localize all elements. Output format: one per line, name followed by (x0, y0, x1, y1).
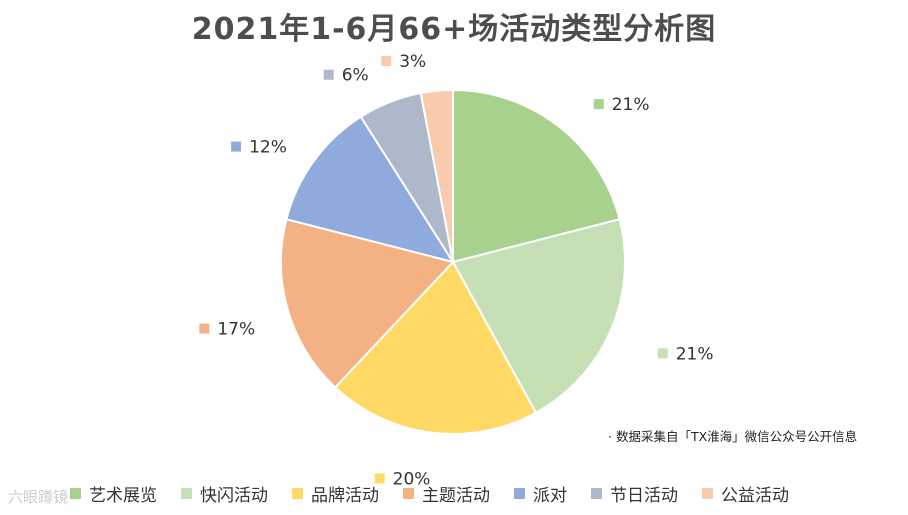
pie-slice-5 (285, 115, 456, 264)
slice-label-swatch (374, 473, 385, 484)
slice-label-swatch (199, 323, 210, 334)
slice-label-swatch (381, 55, 392, 66)
legend-swatch (181, 487, 192, 499)
legend-swatch (292, 487, 303, 499)
slice-label-5: 12% (231, 138, 287, 158)
pie-slice-3 (333, 260, 538, 435)
pie-slices (280, 88, 626, 435)
legend-item: 品牌活动 (292, 481, 379, 506)
legend-label: 派对 (533, 485, 567, 506)
slice-label-text: 20% (393, 469, 431, 489)
legend-swatch (702, 487, 713, 499)
legend-item: 主题活动 (403, 481, 490, 506)
legend-label: 公益活动 (721, 485, 789, 506)
slice-label-2: 21% (657, 344, 714, 364)
slice-label-swatch (231, 141, 242, 152)
slice-label-text: 6% (342, 66, 369, 86)
watermark: 六眼蹲镜 (8, 488, 69, 506)
legend-label: 品牌活动 (311, 485, 379, 506)
legend-item: 派对 (514, 481, 567, 506)
pie-slice-7 (419, 88, 454, 263)
legend-label: 艺术展览 (89, 485, 157, 506)
pie-labels: 21% 21% 20% 17% 12% 6% 3% (199, 52, 714, 489)
slice-label-swatch (657, 348, 668, 359)
slice-label-swatch (323, 69, 334, 80)
pie-slice-4 (280, 218, 455, 389)
pie-slice-1 (452, 88, 621, 264)
slice-label-6: 6% (323, 66, 369, 86)
legend-item: 快闪活动 (181, 481, 268, 506)
legend-swatch (514, 487, 525, 499)
slice-label-text: 12% (249, 138, 287, 158)
legend: 艺术展览 快闪活动 品牌活动 主题活动 派对 节日活动 公益活动 (70, 481, 870, 506)
slice-label-text: 21% (612, 95, 650, 115)
chart-title: 2021年1-6月66+场活动类型分析图 (191, 12, 717, 47)
slice-label-4: 17% (199, 320, 255, 340)
legend-item: 艺术展览 (70, 481, 157, 506)
slice-label-1: 21% (593, 95, 650, 115)
legend-label: 节日活动 (610, 485, 678, 506)
slice-label-text: 3% (399, 52, 426, 72)
legend-swatch (70, 487, 81, 499)
slice-label-7: 3% (381, 52, 426, 72)
pie-slice-2 (451, 218, 626, 415)
slice-label-text: 17% (217, 320, 255, 340)
legend-item: 公益活动 (702, 481, 789, 506)
legend-swatch (591, 487, 602, 499)
slice-label-3: 20% (374, 469, 431, 489)
legend-label: 主题活动 (422, 485, 490, 506)
slice-label-swatch (593, 99, 604, 110)
legend-label: 快闪活动 (200, 485, 268, 506)
legend-item: 节日活动 (591, 481, 678, 506)
data-source-note: · 数据采集自「TX淮海」微信公众号公开信息 (608, 429, 858, 444)
slice-label-text: 21% (676, 344, 714, 364)
legend-swatch (403, 487, 414, 499)
